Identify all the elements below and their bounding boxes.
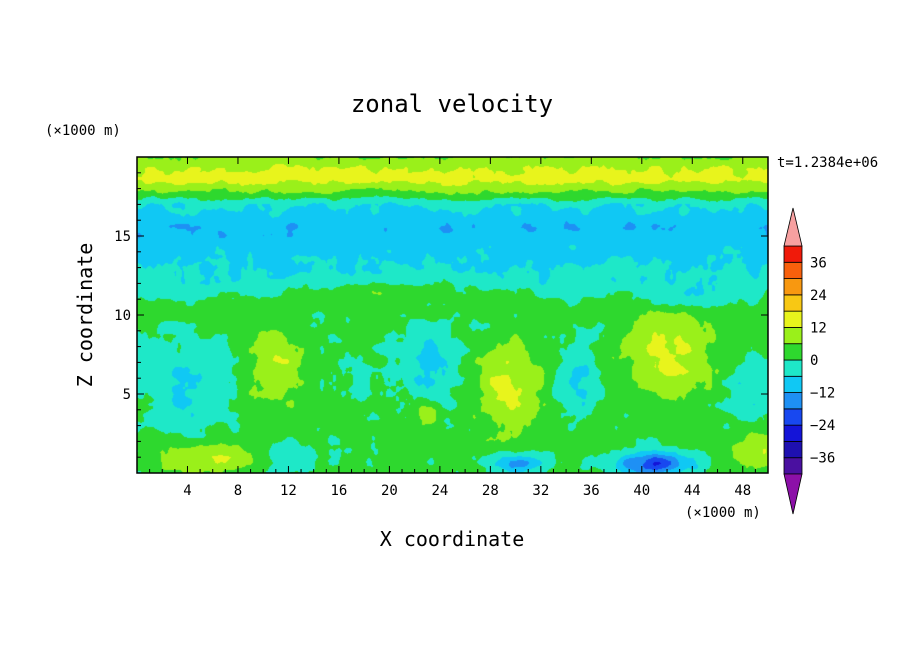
x-tick-label: 40: [633, 483, 650, 499]
y-axis: 5 10 15: [114, 172, 768, 458]
time-label: t=1.2384e+06: [777, 155, 878, 171]
colorbar-swatch: [783, 327, 803, 345]
colorbar-tick-label: 24: [810, 288, 827, 304]
x-tick-label: 20: [381, 483, 398, 499]
colorbar-tick-label: 36: [810, 255, 827, 271]
colorbar-swatch: [783, 424, 803, 442]
colorbar: 36 24 12 0 −12 −24 −36: [783, 207, 835, 515]
colorbar-swatch: [783, 359, 803, 377]
x-tick-label: 4: [183, 483, 191, 499]
colorbar-swatch: [783, 261, 803, 279]
velocity-field: [137, 157, 768, 473]
colorbar-swatch: [783, 408, 803, 426]
colorbar-tick-label: −24: [810, 418, 835, 434]
colorbar-low-arrow: [783, 473, 803, 515]
colorbar-high-arrow: [783, 207, 803, 247]
y-tick-label: 10: [114, 308, 131, 324]
y-tick-label: 5: [123, 387, 131, 403]
y-unit-label: (×1000 m): [45, 123, 121, 139]
colorbar-swatch: [783, 457, 803, 475]
x-axis-label: X coordinate: [380, 527, 525, 551]
x-tick-label: 28: [482, 483, 499, 499]
x-tick-label: 16: [330, 483, 347, 499]
x-axis: 4 8 12 16 20 24 28 32 36 40 44 48: [149, 157, 756, 499]
x-tick-label: 8: [234, 483, 242, 499]
colorbar-tick-label: −36: [810, 451, 835, 467]
colorbar-swatch: [783, 245, 803, 263]
colorbar-swatch: [783, 310, 803, 328]
colorbar-swatch: [783, 278, 803, 296]
colorbar-swatch: [783, 294, 803, 312]
y-tick-label: 15: [114, 229, 131, 245]
x-tick-label: 44: [684, 483, 701, 499]
x-tick-label: 48: [734, 483, 751, 499]
x-tick-label: 36: [583, 483, 600, 499]
y-axis-label: Z coordinate: [73, 243, 97, 388]
x-tick-label: 24: [431, 483, 448, 499]
plot-area: [136, 156, 769, 474]
colorbar-swatch: [783, 343, 803, 361]
x-tick-label: 32: [532, 483, 549, 499]
x-unit-label: (×1000 m): [685, 505, 761, 521]
colorbar-tick-label: 0: [810, 353, 818, 369]
chart-title: zonal velocity: [351, 90, 553, 118]
x-tick-label: 12: [280, 483, 297, 499]
colorbar-swatch: [783, 375, 803, 393]
colorbar-tick-label: 12: [810, 320, 827, 336]
colorbar-tick-label: −12: [810, 386, 835, 402]
colorbar-swatch: [783, 392, 803, 410]
colorbar-swatch: [783, 441, 803, 459]
